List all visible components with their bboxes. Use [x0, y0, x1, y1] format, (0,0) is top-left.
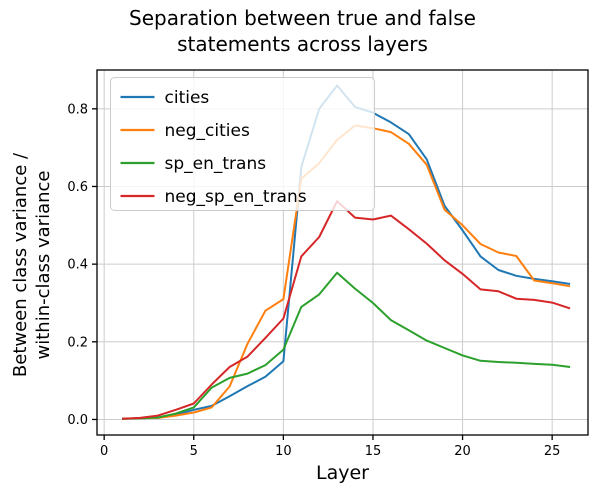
legend-box	[110, 77, 375, 211]
legend-label-neg_sp_en_trans: neg_sp_en_trans	[165, 187, 307, 207]
x-axis-label: Layer	[316, 462, 369, 484]
plot-border	[96, 69, 589, 436]
x-tick-label: 15	[365, 444, 382, 459]
x-tick-label: 20	[454, 444, 471, 459]
legend-label-neg_cities: neg_cities	[165, 121, 250, 141]
plot-line-neg_sp_en_trans	[122, 200, 571, 420]
y-tick-label: 0.6	[67, 180, 88, 195]
x-tick-label: 25	[544, 444, 561, 459]
legend-label-sp_en_trans: sp_en_trans	[165, 154, 267, 174]
y-tick-label: 0.0	[67, 413, 88, 428]
x-tick-label: 10	[275, 444, 292, 459]
chart-title: Separation between true and false statem…	[129, 6, 476, 57]
y-tick-label: 0.4	[67, 258, 88, 273]
legend-label-cities: cities	[165, 88, 210, 108]
x-tick-label: 0	[100, 444, 108, 459]
y-tick-label: 0.8	[67, 102, 88, 117]
y-tick-label: 0.2	[67, 335, 88, 350]
plot-line-sp_en_trans	[122, 271, 571, 420]
x-tick-label: 5	[190, 444, 198, 459]
